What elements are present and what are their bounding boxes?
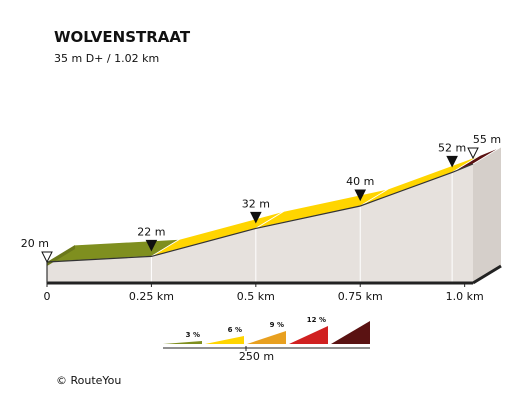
left-cap <box>47 245 75 266</box>
chart-title: WOLVENSTRAAT <box>54 28 191 46</box>
elevation-markers: 20 m 22 m 32 m 40 m 52 m 55 m <box>21 133 501 264</box>
marker-label-2: 32 m <box>242 197 270 210</box>
legend-swatch-0 <box>163 341 202 344</box>
legend-swatch-2 <box>247 331 286 344</box>
copyright-text: © RouteYou <box>56 374 121 387</box>
marker-triangle-2 <box>250 211 262 224</box>
side-face <box>473 147 501 283</box>
gradient-legend: 3 % 6 % 9 % 12 % 250 m <box>163 316 370 363</box>
front-face-0 <box>47 256 152 283</box>
marker-triangle-0 <box>41 251 53 264</box>
legend-label-1: 6 % <box>228 326 242 334</box>
profile-area <box>46 146 502 285</box>
legend-swatch-4 <box>331 321 370 344</box>
x-tick-label-0: 0 <box>44 290 51 303</box>
front-face-1 <box>151 228 256 283</box>
marker-triangle-1 <box>145 239 158 252</box>
chart-subtitle: 35 m D+ / 1.02 km <box>54 52 159 65</box>
legend-swatch-1 <box>205 336 244 344</box>
marker-triangle-5 <box>467 147 479 160</box>
marker-label-0: 20 m <box>21 237 49 250</box>
x-axis-ticks: 0 0.25 km 0.5 km 0.75 km 1.0 km <box>44 283 484 303</box>
legend-label-3: 12 % <box>307 316 326 324</box>
front-face-2 <box>255 206 361 283</box>
front-face-3 <box>360 172 453 283</box>
base-line-side <box>472 264 502 285</box>
legend-scale-label: 250 m <box>239 350 274 363</box>
front-edge <box>46 163 474 263</box>
x-tick-label-3: 0.75 km <box>338 290 383 303</box>
marker-label-5: 55 m <box>473 133 501 146</box>
marker-triangle-4 <box>446 155 458 168</box>
x-tick-label-2: 0.5 km <box>237 290 275 303</box>
marker-label-4: 52 m <box>438 141 466 154</box>
marker-label-3: 40 m <box>346 175 374 188</box>
legend-label-2: 9 % <box>270 321 284 329</box>
legend-swatch-3 <box>289 326 328 344</box>
marker-label-1: 22 m <box>137 225 165 238</box>
x-tick-label-1: 0.25 km <box>129 290 174 303</box>
legend-label-0: 3 % <box>186 331 200 339</box>
front-face-4 <box>452 164 473 283</box>
marker-triangle-3 <box>354 189 367 202</box>
x-tick-label-4: 1.0 km <box>446 290 484 303</box>
